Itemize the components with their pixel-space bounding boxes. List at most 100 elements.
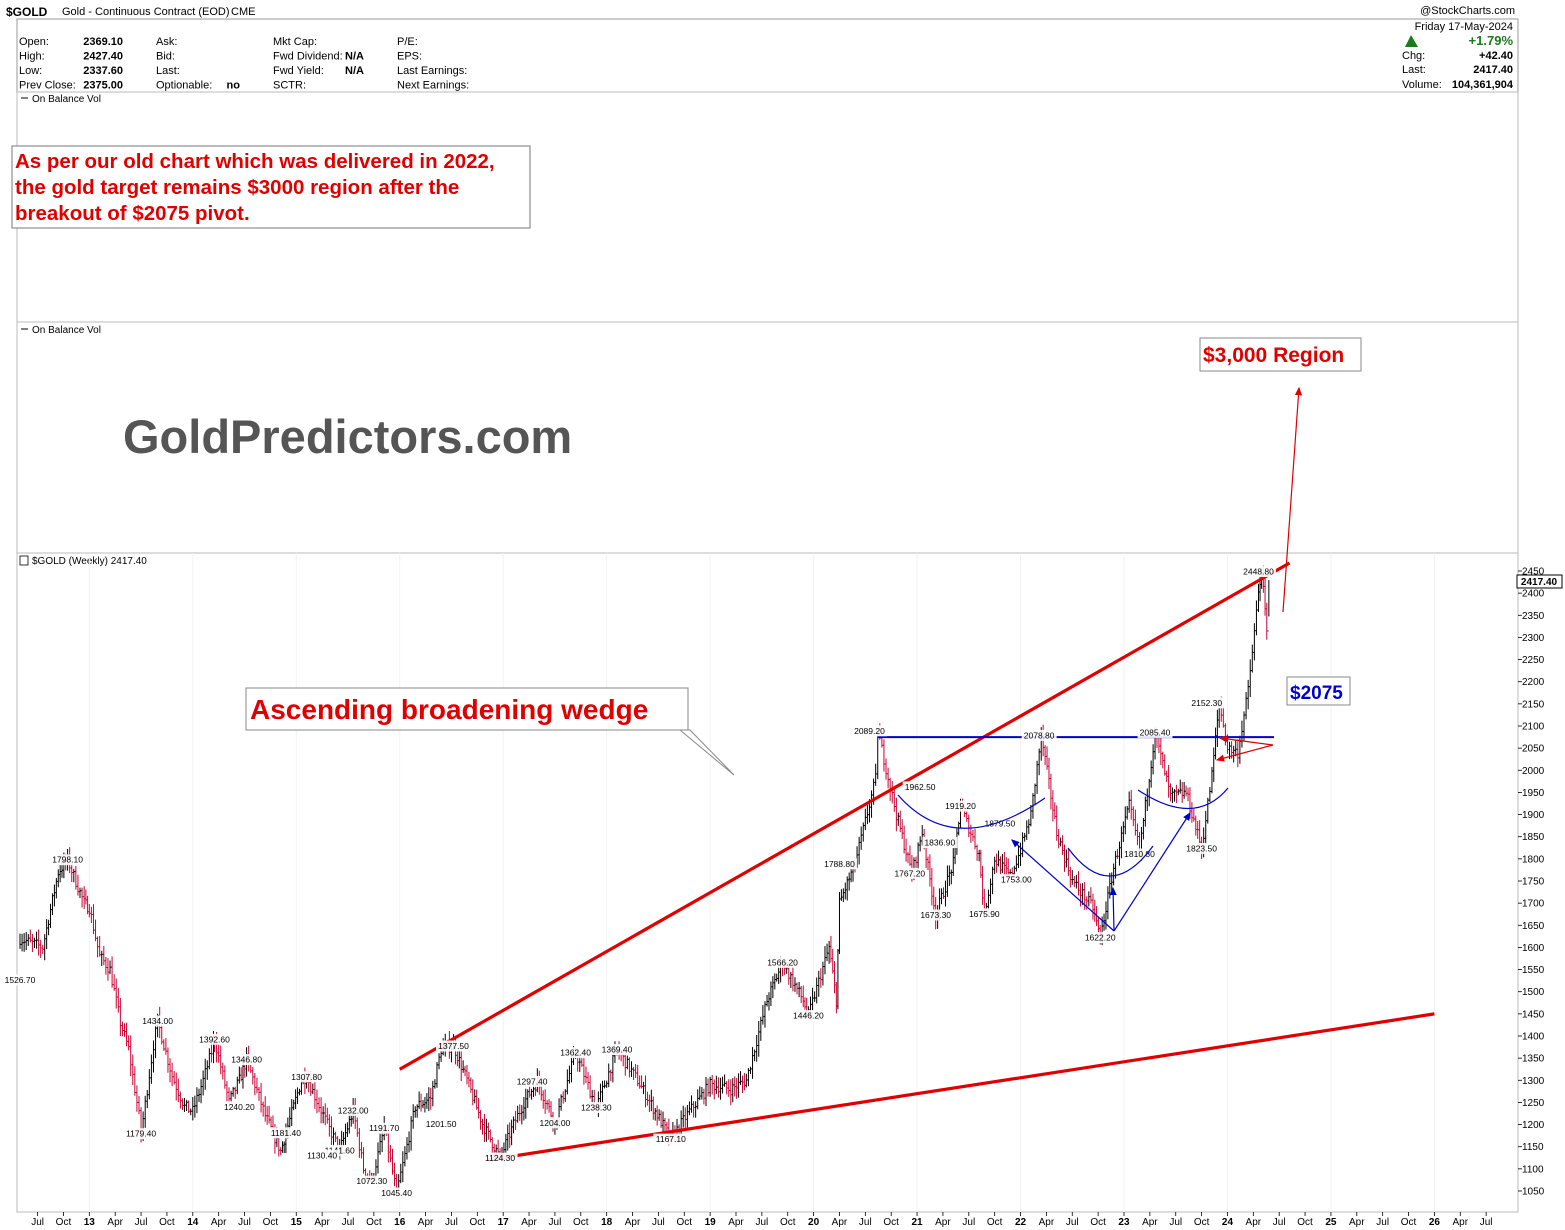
stat-label: Ask:: [156, 36, 177, 48]
price-label: 1798.10: [50, 854, 86, 866]
y-tick-label: 1100: [1522, 1164, 1544, 1175]
x-tick-label: Oct: [263, 1217, 279, 1228]
price-label: 2152.30: [1189, 697, 1225, 709]
stat-value: N/A: [345, 51, 364, 63]
price-bars-icon: [19, 555, 29, 566]
wedge-callout: Ascending broadening wedge: [245, 687, 735, 776]
x-tick-label: Oct: [1297, 1217, 1313, 1228]
stat-value: 2427.40: [83, 51, 123, 63]
price-label: 1130.40: [304, 1149, 340, 1161]
price-label-bg: [1137, 726, 1173, 738]
price-label-bg: [123, 1128, 159, 1140]
stat-label: Optionable:: [156, 80, 212, 92]
price-label-text: 1238.30: [581, 1103, 612, 1113]
y-tick-label: 1250: [1522, 1098, 1545, 1109]
x-tick-label: 21: [911, 1217, 923, 1228]
y-tick-label: 1650: [1522, 921, 1545, 932]
price-label-text: 1798.10: [52, 855, 83, 865]
price-label-text: 1836.90: [924, 838, 955, 848]
price-label-text: 1753.00: [1001, 875, 1032, 885]
price-label-text: 1346.80: [231, 1055, 262, 1065]
price-label-bg: [423, 1118, 459, 1130]
price-label-bg: [790, 1010, 826, 1022]
stat-label: Last Earnings:: [397, 65, 467, 77]
price-label: 1191.70: [366, 1122, 402, 1134]
price-label: 2078.80: [1021, 729, 1057, 741]
price-label-bg: [229, 1054, 265, 1066]
price-label-bg: [982, 818, 1018, 830]
wedge-box: [245, 687, 689, 731]
red-arrow-lower: [1215, 744, 1274, 762]
price-label-text: 1434.00: [142, 1016, 173, 1026]
price-label-text: 1124.30: [485, 1153, 515, 1163]
quote-date: Friday 17-May-2024: [1415, 21, 1513, 33]
stat-label: High:: [19, 51, 45, 63]
price-label-bg: [50, 854, 86, 866]
y-tick-label: 2050: [1522, 744, 1545, 755]
y-tick-label: 1400: [1522, 1032, 1545, 1043]
price-label: 1362.40: [558, 1047, 594, 1059]
price-label: 1753.00: [998, 874, 1034, 886]
cup-arc-left: [897, 794, 1046, 829]
x-tick-label: Oct: [1194, 1217, 1210, 1228]
y-tick-label: 1200: [1522, 1120, 1545, 1131]
price-label-text: 1823.50: [1186, 843, 1217, 853]
price-label-bg: [1122, 848, 1158, 860]
price-label-text: 1526.70: [5, 975, 36, 985]
trendline-upper: [398, 561, 1291, 1071]
price-label-bg: [599, 1044, 635, 1056]
trendlines: [398, 561, 1435, 1162]
target-label: $3,000 Region: [1203, 344, 1344, 367]
instrument-name: Gold - Continuous Contract (EOD): [62, 6, 230, 18]
price-label-text: 1307.80: [291, 1072, 322, 1082]
note-line-2: the gold target remains $3000 region aft…: [15, 176, 459, 199]
change-percent: +1.79%: [1469, 33, 1514, 48]
price-label-bg: [335, 1104, 371, 1116]
x-tick-label: Oct: [987, 1217, 1003, 1228]
price-label: 1622.20: [1082, 932, 1118, 944]
price-label: 1072.30: [354, 1175, 390, 1187]
price-label: 1124.30: [482, 1152, 518, 1164]
price-label-text: 1622.20: [1085, 933, 1116, 943]
x-tick-label: Jul: [1273, 1217, 1286, 1228]
price-label: 1181.40: [268, 1127, 304, 1139]
x-tick-label: Jul: [1376, 1217, 1389, 1228]
blue-arrow-middle: [1109, 886, 1117, 932]
x-tick-label: 20: [808, 1217, 820, 1228]
x-tick-label: Oct: [780, 1217, 796, 1228]
blue-arrow-left: [1011, 839, 1115, 932]
symbol: $GOLD: [6, 5, 48, 19]
x-tick-label: Jul: [755, 1217, 768, 1228]
price-label-bg: [922, 837, 958, 849]
y-tick-label: 1750: [1522, 877, 1545, 888]
stat-label: Bid:: [156, 51, 175, 63]
y-tick-label: 2450: [1522, 567, 1545, 578]
note-box: [11, 145, 531, 229]
y-tick-label: 1950: [1522, 788, 1545, 799]
price-label: 2448.80: [1241, 566, 1277, 578]
price-label-bg: [1021, 729, 1057, 741]
price-label: 1566.20: [765, 956, 801, 968]
y-tick-label: 1050: [1522, 1187, 1545, 1198]
x-tick-label: Apr: [211, 1217, 227, 1228]
pivot-label: $2075: [1290, 683, 1343, 704]
price-label-text: 1879.50: [984, 819, 1015, 829]
red-arrow-upper: [1218, 735, 1274, 746]
volume-value: 104,361,904: [1452, 79, 1514, 91]
price-label: 1346.80: [229, 1054, 265, 1066]
price-label-bg: [514, 1075, 550, 1087]
price-label: 1240.20: [221, 1101, 257, 1113]
x-tick-label: 22: [1015, 1217, 1027, 1228]
price-label-text: 2448.80: [1243, 567, 1274, 577]
price-label: 1167.10: [653, 1133, 689, 1145]
price-label-text: 1045.40: [381, 1188, 412, 1198]
x-tick-label: 26: [1429, 1217, 1441, 1228]
header-box: [16, 18, 1519, 93]
x-tick-label: Oct: [1090, 1217, 1106, 1228]
y-tick-label: 2200: [1522, 677, 1545, 688]
chg-value: +42.40: [1479, 50, 1513, 62]
price-label-text: 1167.10: [656, 1134, 686, 1144]
price-label-text: 1232.00: [338, 1105, 369, 1115]
stat-label: EPS:: [397, 51, 422, 63]
price-label: 2089.20: [851, 725, 887, 737]
